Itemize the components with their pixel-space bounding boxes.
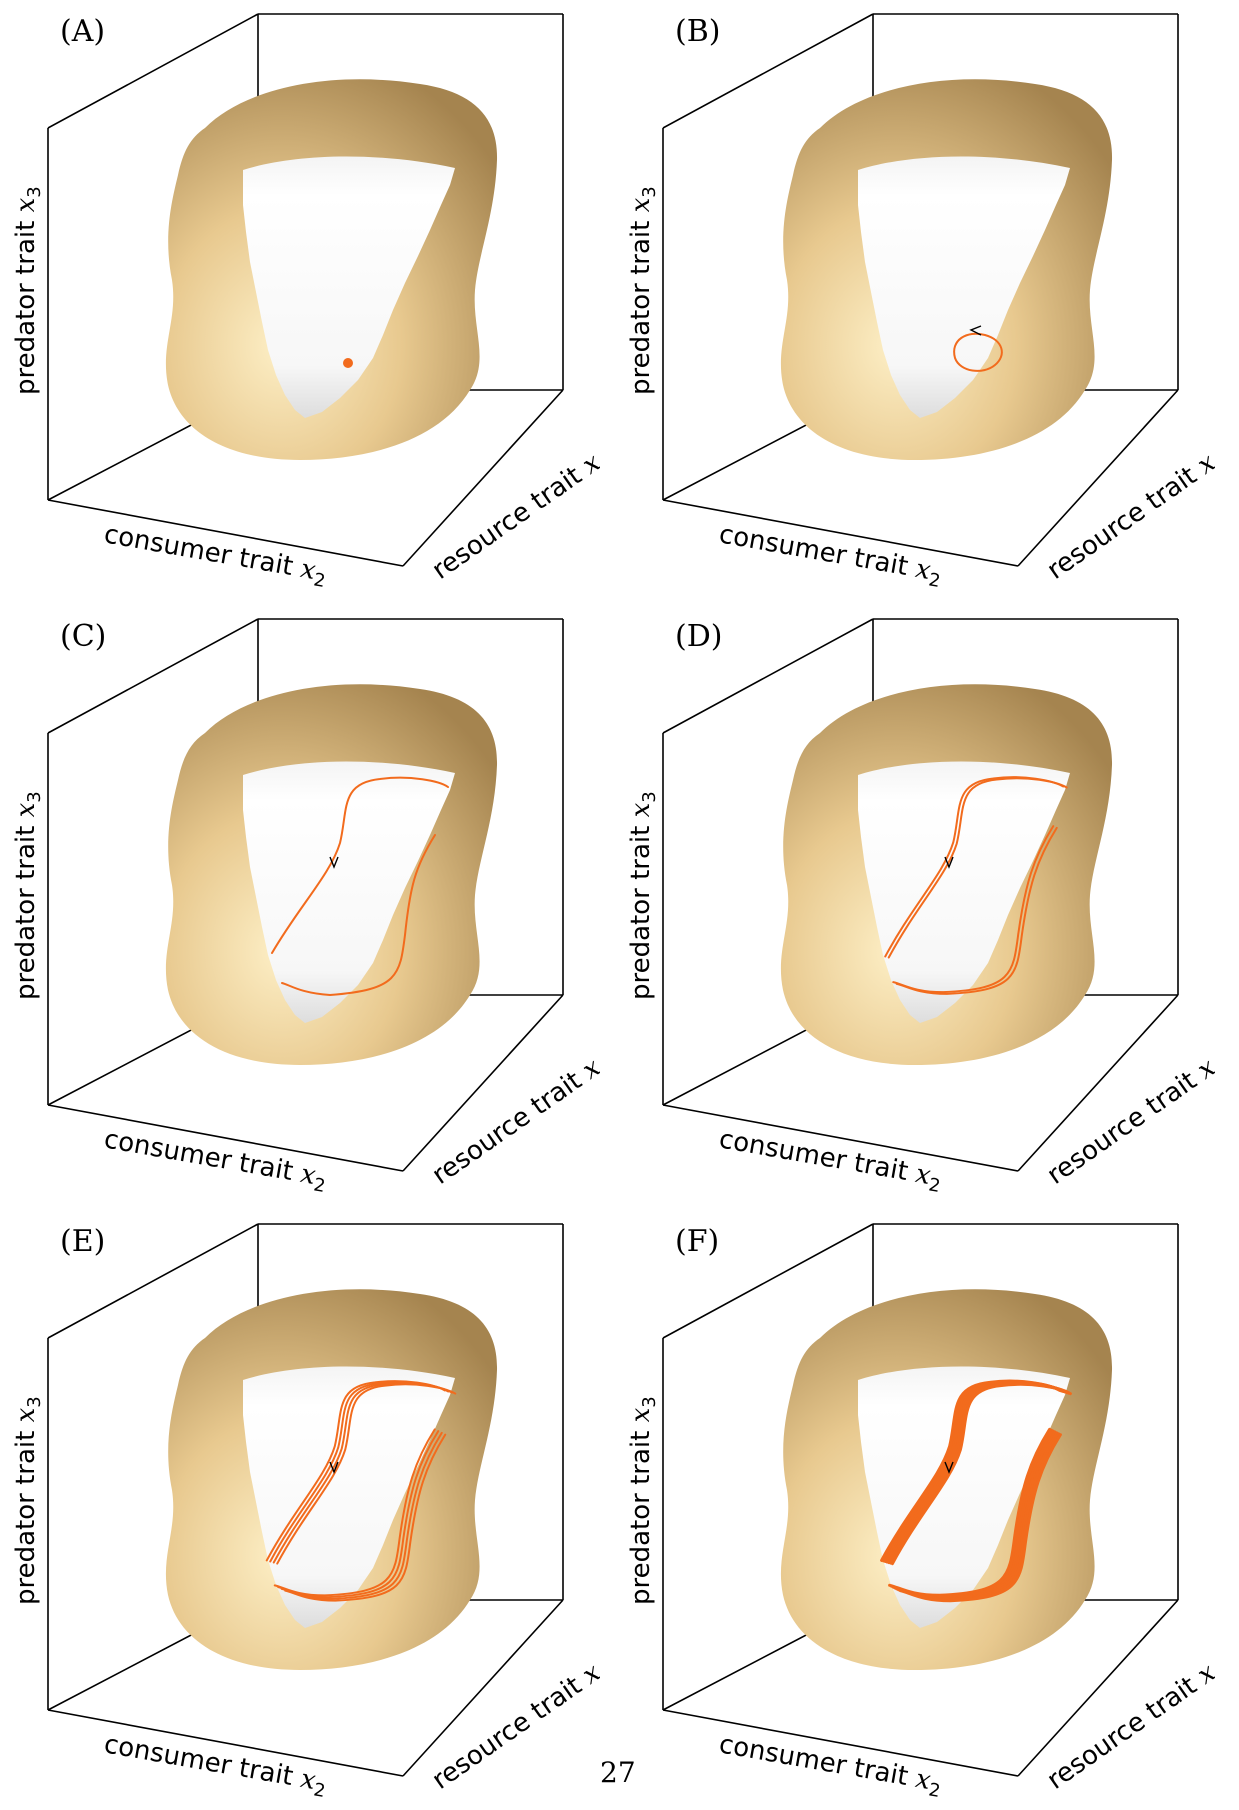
axis-label-z: predator trait x3 xyxy=(11,1396,45,1605)
axis-label-x: consumer trait x2 xyxy=(101,1124,329,1197)
viable-region xyxy=(858,1366,1070,1628)
trajectory xyxy=(265,1380,457,1602)
axis-label-z: predator trait x3 xyxy=(626,186,660,395)
axis-label-y: resource trait x1 xyxy=(1042,1046,1215,1194)
axis-label-y: resource trait x1 xyxy=(427,1651,600,1799)
trajectory xyxy=(884,776,1068,995)
panel-e: (E) predator trait x3 consumer trait x2 res… xyxy=(0,1210,600,1810)
panel-letter: (D) xyxy=(675,619,723,654)
direction-arrow-icon xyxy=(944,1461,954,1474)
axis-label-z: predator trait x3 xyxy=(11,791,45,1000)
axis-label-x: consumer trait x2 xyxy=(101,1729,329,1802)
panel-a: (A) predator trait x3 consumer trait x2 res… xyxy=(0,0,600,600)
viable-region xyxy=(858,156,1070,418)
page-number: 27 xyxy=(600,1756,636,1789)
panel-b: (B) predator trait x3 consumer trait x2 res… xyxy=(615,0,1215,600)
direction-arrow-icon xyxy=(944,856,954,869)
axis-label-y: resource trait x1 xyxy=(427,441,600,589)
viable-region xyxy=(243,156,455,418)
panel-plot: predator trait x3 consumer trait x2 resour… xyxy=(626,1223,1215,1802)
panel-letter: (B) xyxy=(675,14,721,49)
axis-label-x: consumer trait x2 xyxy=(716,1729,944,1802)
panel-c: (C) predator trait x3 consumer trait x2 res… xyxy=(0,605,600,1205)
axis-label-y: resource trait x1 xyxy=(1042,1651,1215,1799)
equilibrium-point xyxy=(343,358,353,368)
panel-plot: predator trait x3 consumer trait x2 resour… xyxy=(11,618,600,1197)
axis-label-y: resource trait x1 xyxy=(1042,441,1215,589)
trajectory xyxy=(880,1379,1072,1603)
trajectory xyxy=(953,332,1003,372)
panel-letter: (E) xyxy=(60,1224,106,1259)
axis-label-z: predator trait x3 xyxy=(11,186,45,395)
viable-region xyxy=(243,761,455,1023)
axis-label-z: predator trait x3 xyxy=(626,791,660,1000)
axis-label-x: consumer trait x2 xyxy=(716,519,944,592)
axis-label-x: consumer trait x2 xyxy=(716,1124,944,1197)
panel-plot: predator trait x3 consumer trait x2 resour… xyxy=(11,13,600,592)
panel-letter: (F) xyxy=(675,1224,720,1259)
panel-plot: predator trait x3 consumer trait x2 resour… xyxy=(11,1223,600,1802)
panel-f: (F) predator trait x3 consumer trait x2 res… xyxy=(615,1210,1215,1810)
panel-plot: predator trait x3 consumer trait x2 resour… xyxy=(626,618,1215,1197)
direction-arrow-icon xyxy=(969,325,982,336)
direction-arrow-icon xyxy=(329,1461,339,1474)
direction-arrow-icon xyxy=(329,856,339,869)
viable-region xyxy=(243,1366,455,1628)
trajectory xyxy=(271,776,449,997)
viable-region xyxy=(858,761,1070,1023)
panel-d: (D) predator trait x3 consumer trait x2 res… xyxy=(615,605,1215,1205)
axis-label-y: resource trait x1 xyxy=(427,1046,600,1194)
panel-letter: (A) xyxy=(60,14,106,49)
axis-label-z: predator trait x3 xyxy=(626,1396,660,1605)
axis-label-x: consumer trait x2 xyxy=(101,519,329,592)
panel-plot: predator trait x3 consumer trait x2 resour… xyxy=(626,13,1215,592)
panel-letter: (C) xyxy=(60,619,107,654)
